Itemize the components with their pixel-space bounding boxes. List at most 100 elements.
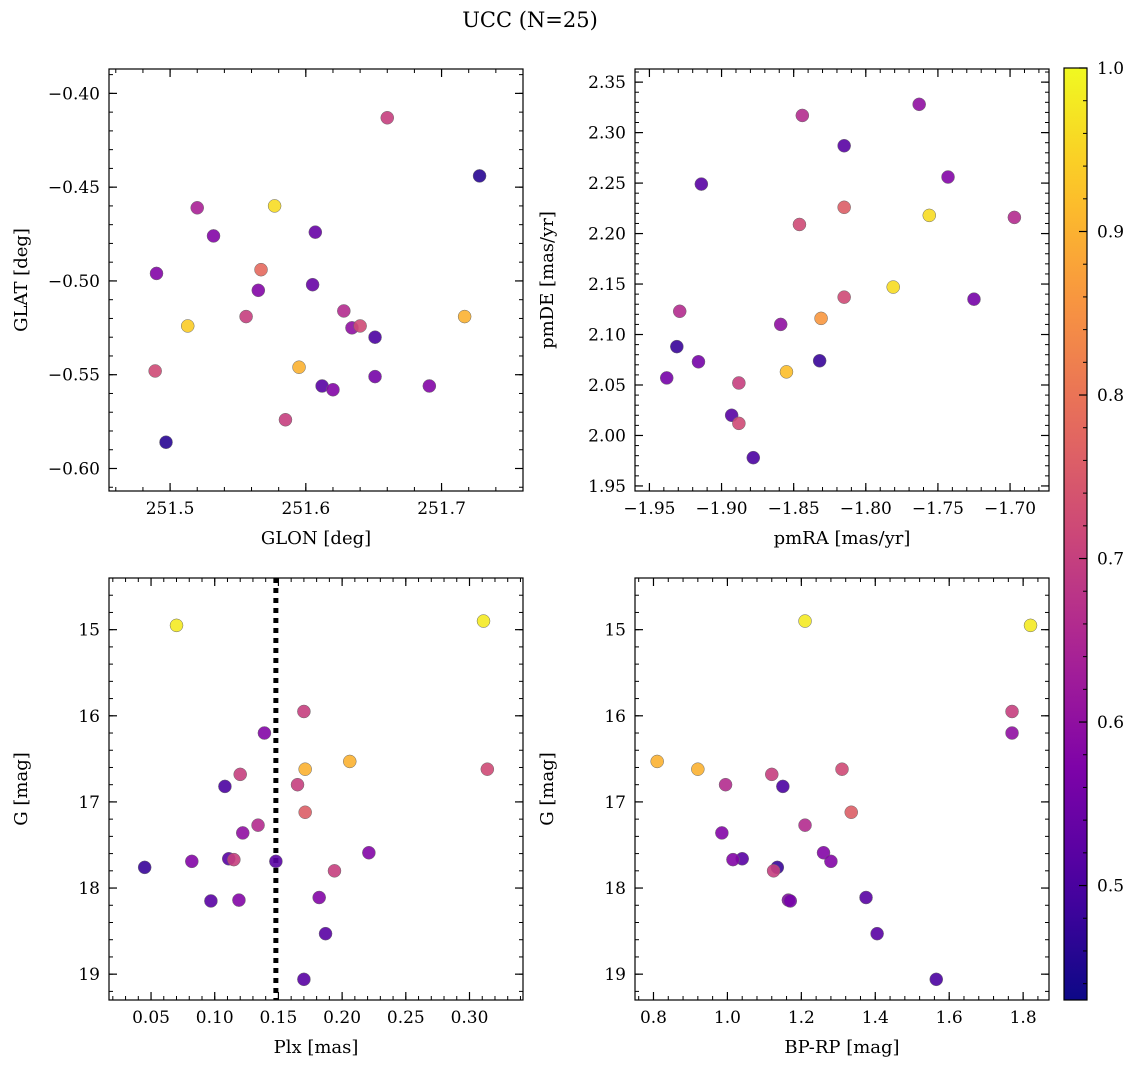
scatter-point	[159, 435, 173, 449]
scatter-point	[368, 369, 382, 384]
scatter-point	[312, 890, 326, 905]
scatter-point	[776, 779, 790, 794]
x-tick-label: −1.80	[840, 499, 892, 519]
axes-frame	[634, 68, 1050, 492]
scatter-point	[814, 311, 828, 326]
x-tick-label: 1.2	[788, 1008, 815, 1028]
scatter-point	[353, 319, 367, 333]
scatter-point	[190, 201, 204, 215]
scatter-point	[798, 614, 812, 628]
y-tick-label: −0.45	[48, 178, 100, 198]
scatter-point	[298, 762, 312, 776]
x-axis-label: GLON [deg]	[261, 528, 371, 549]
scatter-point	[1023, 618, 1038, 633]
scatter-point	[773, 317, 788, 332]
scatter-point	[227, 852, 241, 867]
scatter-point	[308, 225, 323, 239]
x-tick-label: 1.4	[862, 1008, 889, 1028]
scatter-point	[694, 177, 709, 191]
x-tick-label: 0.8	[640, 1008, 667, 1028]
y-axis-label: GLAT [deg]	[11, 228, 32, 332]
colorbar-tick-label: 1.0	[1097, 59, 1124, 79]
y-tick-label: 17	[78, 793, 100, 813]
scatter-point	[457, 309, 472, 324]
y-tick-label: 2.20	[588, 225, 626, 245]
x-tick-label: 0.30	[451, 1008, 489, 1028]
x-tick-label: −1.70	[984, 499, 1036, 519]
scatter-point	[267, 199, 282, 213]
scatter-point	[476, 614, 491, 628]
scatter-point	[185, 854, 199, 869]
scatter-point	[337, 304, 351, 318]
scatter-point	[472, 169, 487, 183]
scatter-point	[691, 355, 706, 369]
scatter-point	[941, 170, 955, 184]
y-tick-label: 15	[604, 621, 626, 641]
scatter-points	[137, 614, 495, 987]
y-tick-label: −0.50	[48, 272, 100, 292]
y-tick-label: 1.95	[588, 477, 626, 497]
y-axis-label: G [mag]	[11, 752, 32, 825]
scatter-point	[380, 111, 395, 125]
scatter-point	[912, 97, 926, 112]
scatter-point	[886, 280, 900, 294]
minor-ticks	[634, 69, 1049, 491]
scatter-point	[239, 309, 253, 324]
y-tick-label: 2.30	[588, 124, 626, 144]
scatter-point	[233, 767, 247, 782]
minor-ticks	[635, 577, 1049, 1000]
x-tick-label: 0.15	[259, 1008, 297, 1028]
panel-pmra-pmde: −1.95 −1.90 −1.85 −1.80 −1.75 −1.70 1.95 2.00 2.…	[537, 68, 1050, 549]
scatter-point	[922, 208, 937, 223]
y-tick-label: −0.40	[48, 84, 100, 104]
panel-bprp-g: 0.8 1.0 1.2 1.4 1.6 1.8 15 16 17 18 19 BP-RP [mag] G…	[537, 577, 1050, 1058]
scatter-point	[362, 845, 376, 860]
scatter-point	[726, 852, 740, 867]
colorbar-tick-label: 0.6	[1097, 713, 1124, 733]
y-tick-label: 19	[604, 965, 626, 985]
x-tick-label: 0.05	[132, 1008, 170, 1028]
scatter-point	[816, 845, 831, 860]
x-tick-label: 1.8	[1010, 1008, 1037, 1028]
y-tick-label: 19	[78, 965, 100, 985]
scatter-point	[251, 283, 266, 298]
scatter-point	[835, 762, 849, 776]
figure-title: UCC (N=25)	[462, 8, 598, 32]
colorbar-gradient	[1064, 68, 1087, 1000]
scatter-point	[180, 319, 195, 333]
scatter-point	[870, 926, 884, 941]
scatter-point	[650, 754, 664, 769]
y-tick-label: 18	[78, 879, 100, 899]
scatter-point	[1007, 210, 1022, 225]
y-tick-label: 16	[78, 707, 100, 727]
scatter-point	[732, 416, 746, 431]
scatter-point	[732, 376, 746, 390]
x-tick-label: 0.10	[196, 1008, 234, 1028]
scatter-point	[480, 762, 495, 776]
scatter-point	[254, 262, 268, 277]
scatter-point	[837, 290, 851, 304]
scatter-point	[297, 972, 311, 987]
scatter-point	[232, 893, 246, 907]
y-tick-label: 2.05	[588, 376, 626, 396]
scatter-point	[298, 805, 312, 820]
y-tick-label: 17	[604, 793, 626, 813]
scatter-point	[859, 890, 873, 905]
scatter-point	[368, 330, 382, 344]
x-tick-label: 251.5	[146, 499, 195, 519]
scatter-point	[297, 704, 311, 719]
scatter-point	[779, 365, 794, 379]
scatter-point	[290, 777, 305, 792]
scatter-point	[305, 277, 320, 292]
x-axis-label: BP-RP [mag]	[784, 1037, 899, 1058]
x-axis-label: pmRA [mas/yr]	[774, 528, 911, 549]
scatter-point	[659, 371, 674, 385]
scatter-point	[691, 762, 705, 776]
colorbar-tick-label: 0.8	[1097, 386, 1124, 406]
y-tick-label: 2.10	[588, 326, 626, 346]
scatter-point	[148, 364, 162, 378]
scatter-point	[967, 292, 981, 306]
panel-glon-glat: 251.5 251.6 251.7 −0.40 −0.45 −0.50 −0.55 −0.60…	[11, 68, 524, 549]
scatter-point	[670, 339, 684, 354]
scatter-point	[792, 217, 807, 232]
